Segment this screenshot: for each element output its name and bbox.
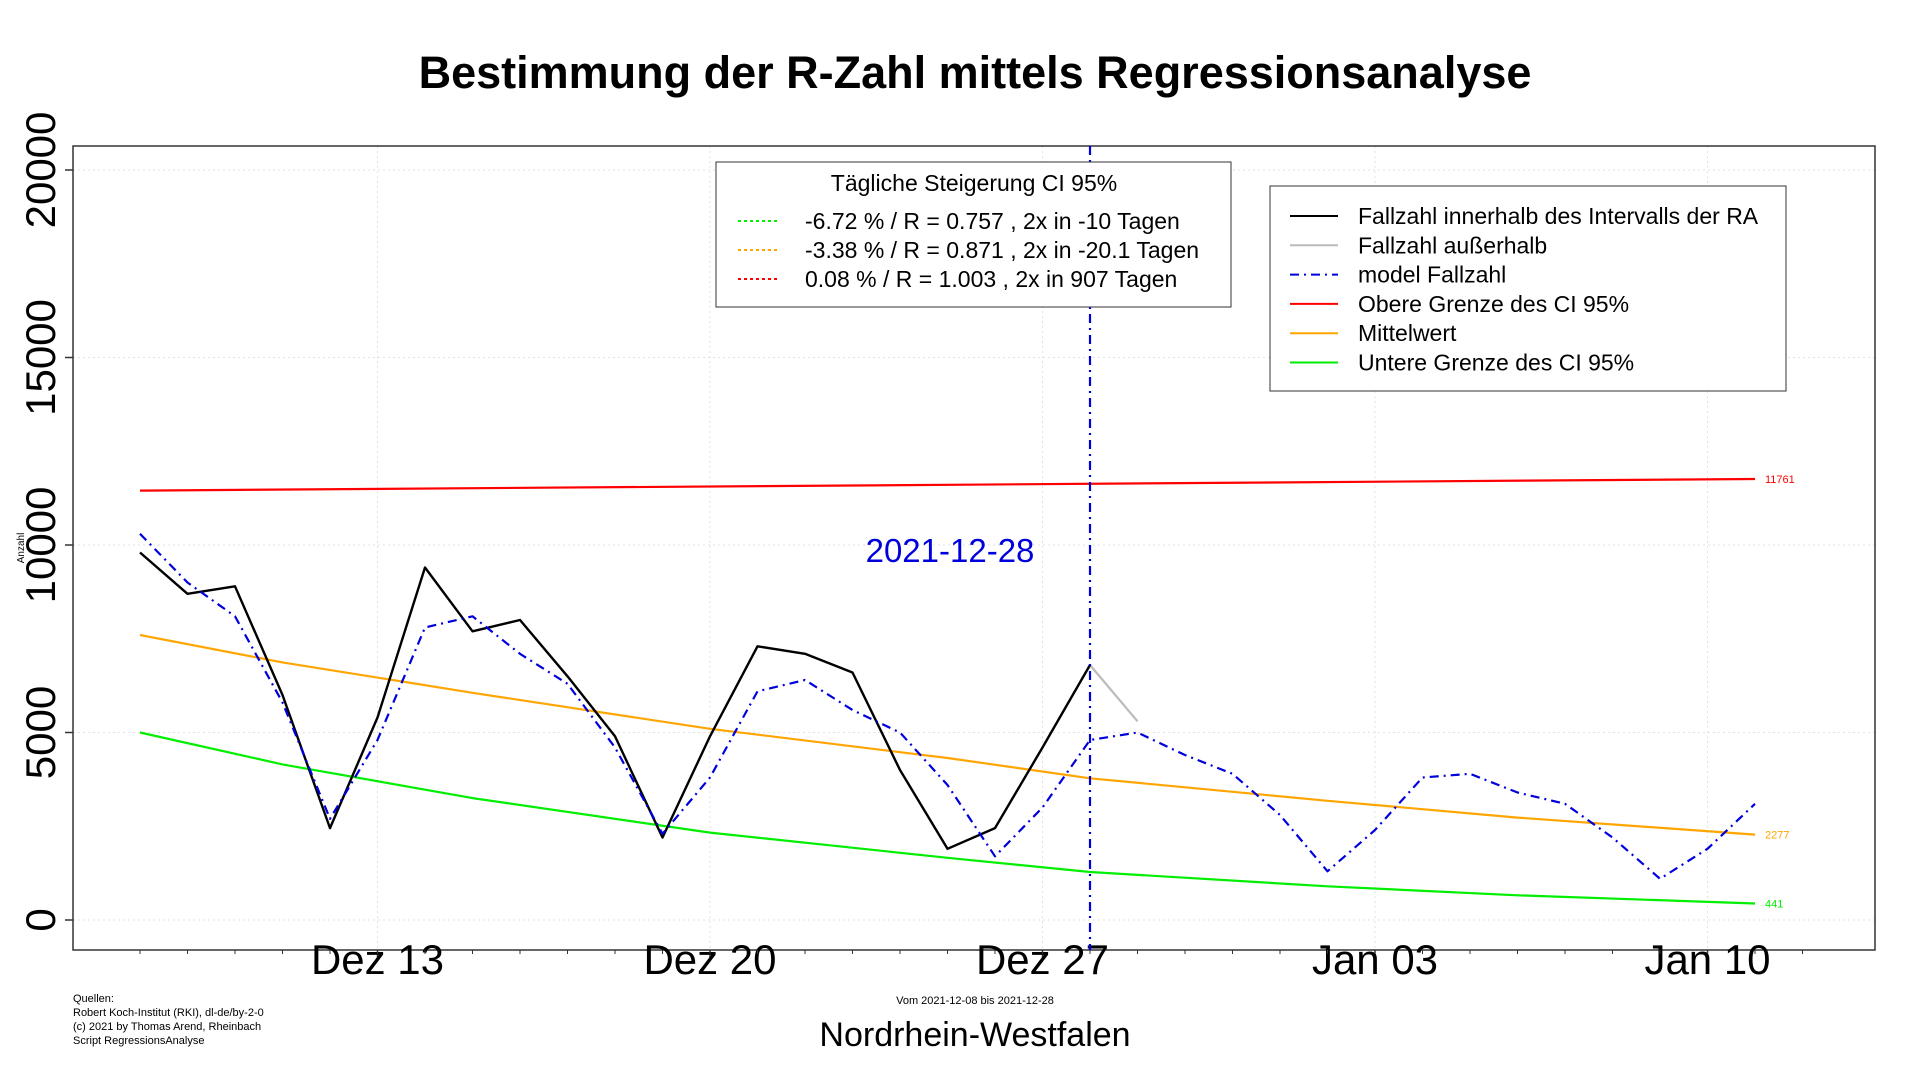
x-tick-label: Dez 20 — [643, 936, 776, 983]
chart-title: Bestimmung der R-Zahl mittels Regression… — [419, 47, 1532, 98]
legend-entry: model Fallzahl — [1358, 262, 1506, 288]
source-line: Quellen: — [73, 993, 114, 1005]
legend-entry: Untere Grenze des CI 95% — [1358, 350, 1634, 376]
y-axis: 0 5000 10000 15000 20000 — [17, 112, 73, 932]
subtitle: Vom 2021-12-08 bis 2021-12-28 — [896, 995, 1054, 1007]
ci-legend-title: Tägliche Steigerung CI 95% — [831, 170, 1117, 196]
ci-legend-entry: 0.08 % / R = 1.003 , 2x in 907 Tagen — [805, 266, 1177, 292]
x-axis-label: Nordrhein-Westfalen — [819, 1016, 1130, 1054]
series-line-4 — [139, 633, 1756, 836]
legend: Fallzahl innerhalb des Intervalls der RA… — [1269, 185, 1787, 392]
series-line-0 — [139, 551, 1092, 850]
series-line-3 — [139, 477, 1756, 492]
legend-entry: Fallzahl außerhalb — [1358, 232, 1547, 258]
legend-entry: Obere Grenze des CI 95% — [1358, 291, 1629, 317]
y-axis-label: Anzahl — [16, 533, 27, 564]
date-marker-label: 2021-12-28 — [866, 532, 1035, 569]
source-line: Robert Koch-Institut (RKI), dl-de/by-2-0 — [73, 1007, 264, 1019]
source-line: Script RegressionsAnalyse — [73, 1035, 204, 1047]
series-group: 11761 2277 441 — [139, 474, 1795, 910]
plot-frame — [72, 145, 1876, 951]
sources: Quellen: Robert Koch-Institut (RKI), dl-d… — [73, 993, 264, 1047]
ci-legend-entry: -3.38 % / R = 0.871 , 2x in -20.1 Tagen — [805, 237, 1199, 263]
series-end-label: 2277 — [1765, 830, 1789, 842]
x-axis: Dez 13 Dez 20 Dez 27 Jan 03 Jan 10 — [139, 936, 1803, 983]
x-tick-label: Dez 27 — [976, 936, 1109, 983]
ci-legend-entry: -6.72 % / R = 0.757 , 2x in -10 Tagen — [805, 208, 1180, 234]
series-line-5 — [139, 731, 1756, 905]
y-tick-label: 20000 — [17, 112, 64, 229]
y-tick-label: 0 — [17, 908, 64, 931]
source-line: (c) 2021 by Thomas Arend, Rheinbach — [73, 1021, 261, 1033]
y-tick-label: 15000 — [17, 299, 64, 416]
ci-legend: Tägliche Steigerung CI 95% -6.72 % / R = … — [715, 161, 1232, 308]
legend-entry: Mittelwert — [1358, 320, 1457, 346]
legend-box — [1269, 185, 1787, 392]
x-tick-label: Jan 10 — [1644, 936, 1770, 983]
series-end-label: 11761 — [1765, 474, 1795, 486]
ci-legend-box — [715, 161, 1232, 308]
legend-entry: Fallzahl innerhalb des Intervalls der RA — [1358, 203, 1759, 229]
y-tick-label: 5000 — [17, 686, 64, 779]
y-tick-label: 10000 — [17, 487, 64, 604]
x-tick-label: Dez 13 — [311, 936, 444, 983]
series-line-2 — [139, 533, 1756, 880]
series-line-1 — [1089, 664, 1139, 723]
x-tick-label: Jan 03 — [1312, 936, 1438, 983]
series-end-label: 441 — [1765, 898, 1783, 910]
